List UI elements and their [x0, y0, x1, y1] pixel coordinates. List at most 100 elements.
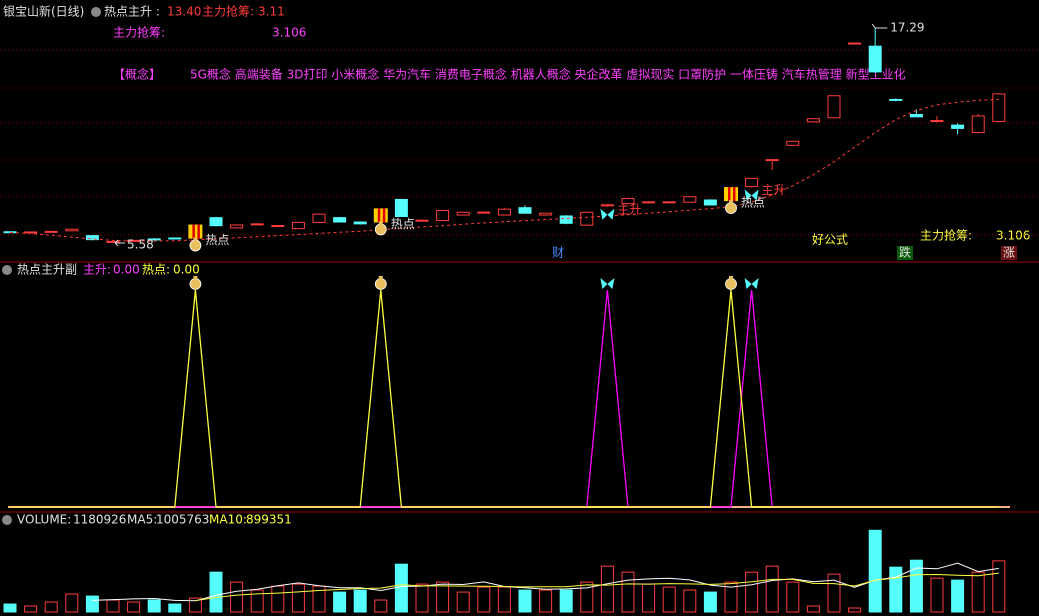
- butterfly-icon: [744, 278, 759, 289]
- candle-body: [518, 207, 532, 214]
- menu-icon[interactable]: [2, 265, 12, 275]
- volume-bar: [600, 565, 614, 613]
- candle-body: [333, 217, 347, 223]
- volume-bar: [951, 579, 965, 613]
- volume-bar: [85, 595, 99, 613]
- volume-bar: [168, 603, 182, 613]
- money-bag-icon: [189, 239, 202, 252]
- high-pointer: [871, 23, 888, 29]
- volume-bar: [724, 581, 738, 613]
- volume-bar: [333, 591, 347, 613]
- candle-body: [168, 237, 182, 240]
- volume-bar: [230, 581, 244, 613]
- volume-bar: [662, 586, 676, 613]
- concept-title: 【概念】: [113, 67, 161, 82]
- candle-body: [539, 212, 553, 216]
- ma5-label: MA5:: [127, 513, 157, 527]
- candle-body: [765, 159, 779, 162]
- hot-box-stripe: [728, 187, 731, 202]
- hot-box-stripe: [192, 224, 195, 239]
- hot-box-stripe: [382, 208, 386, 223]
- concept-list: 5G概念 高端装备 3D打印 小米概念 华为汽车 消费电子概念 机器人概念 央企…: [190, 67, 906, 82]
- volume-bar: [44, 601, 58, 613]
- ma10-readout: 899351: [246, 513, 292, 527]
- volume-bar: [106, 599, 120, 613]
- candle-body: [44, 230, 58, 233]
- high-label: 17.29: [890, 21, 924, 35]
- candle-body: [436, 209, 450, 222]
- event-mark-box: [1001, 246, 1017, 260]
- volume-bar: [3, 603, 17, 613]
- volume-bar: [909, 559, 923, 613]
- money-bag-tie: [193, 276, 198, 279]
- volume-bar: [127, 601, 141, 613]
- candle-body: [951, 124, 965, 129]
- volume-bar: [291, 583, 305, 613]
- low-label: 5.58: [127, 237, 154, 251]
- volume-bar: [621, 571, 635, 613]
- candle-body: [827, 95, 841, 119]
- hot-annotation: 热点: [391, 217, 415, 231]
- volume-bar: [188, 597, 202, 613]
- formula-label: 好公式: [812, 233, 848, 247]
- candle-body: [642, 201, 656, 204]
- menu-icon[interactable]: [2, 515, 12, 525]
- candle-body: [312, 213, 326, 223]
- candle-body: [415, 219, 429, 222]
- trend-line: [9, 98, 999, 242]
- volume-bar: [848, 607, 862, 613]
- main-force-label: 主力抢筹:: [113, 25, 165, 40]
- volume-bar: [24, 605, 38, 613]
- volume-bar: [971, 571, 985, 613]
- volume-bar: [889, 566, 903, 613]
- candle-body: [600, 204, 614, 207]
- legend-label: 主升:: [83, 263, 111, 277]
- ma10-label: MA10:: [209, 513, 247, 527]
- volume-bar: [147, 599, 161, 613]
- hot-box-stripe: [733, 187, 736, 202]
- volume-bar: [518, 589, 532, 613]
- candle-body: [65, 228, 79, 232]
- money-bag-icon: [189, 278, 202, 290]
- hot-box-stripe: [197, 224, 200, 239]
- money-bag-tie: [193, 237, 198, 241]
- volume-bar: [745, 571, 759, 613]
- candle-body: [106, 240, 120, 243]
- volume-bar: [456, 591, 470, 613]
- candle-body: [271, 225, 285, 228]
- money-bag-icon: [725, 278, 737, 290]
- butterfly-icon: [600, 208, 615, 220]
- hot-box: [373, 208, 388, 223]
- indicator-readout: 13.40: [167, 5, 201, 19]
- volume-label: VOLUME:: [17, 513, 71, 527]
- menu-icon[interactable]: [91, 7, 101, 17]
- volume-bar: [786, 581, 800, 613]
- candle-body: [683, 196, 697, 203]
- main-force-label: 主力抢筹:: [202, 4, 254, 19]
- candle-body: [662, 201, 676, 204]
- candle-body: [250, 223, 264, 226]
- volume-readout: 1180926: [73, 513, 126, 527]
- moving-average-line: [195, 572, 999, 602]
- butterfly-icon: [744, 189, 759, 201]
- volume-bar: [683, 589, 697, 613]
- main-force-value: 3.106: [272, 26, 306, 40]
- volume-bar: [436, 581, 450, 613]
- legend-label: 热点:: [142, 263, 170, 277]
- candle-body: [621, 198, 635, 205]
- event-mark-box: [897, 246, 913, 260]
- volume-bar: [209, 571, 223, 613]
- signal-line: [10, 289, 999, 508]
- event-mark: 涨: [1003, 245, 1015, 260]
- volume-bar: [703, 591, 717, 613]
- volume-bar: [477, 586, 491, 613]
- candle-body: [971, 115, 985, 133]
- money-bag-tie: [729, 276, 733, 279]
- candle-body: [394, 198, 408, 218]
- candle-body: [580, 211, 594, 226]
- candle-body: [745, 177, 759, 188]
- money-bag-icon: [725, 202, 737, 215]
- event-mark: 跌: [899, 245, 911, 260]
